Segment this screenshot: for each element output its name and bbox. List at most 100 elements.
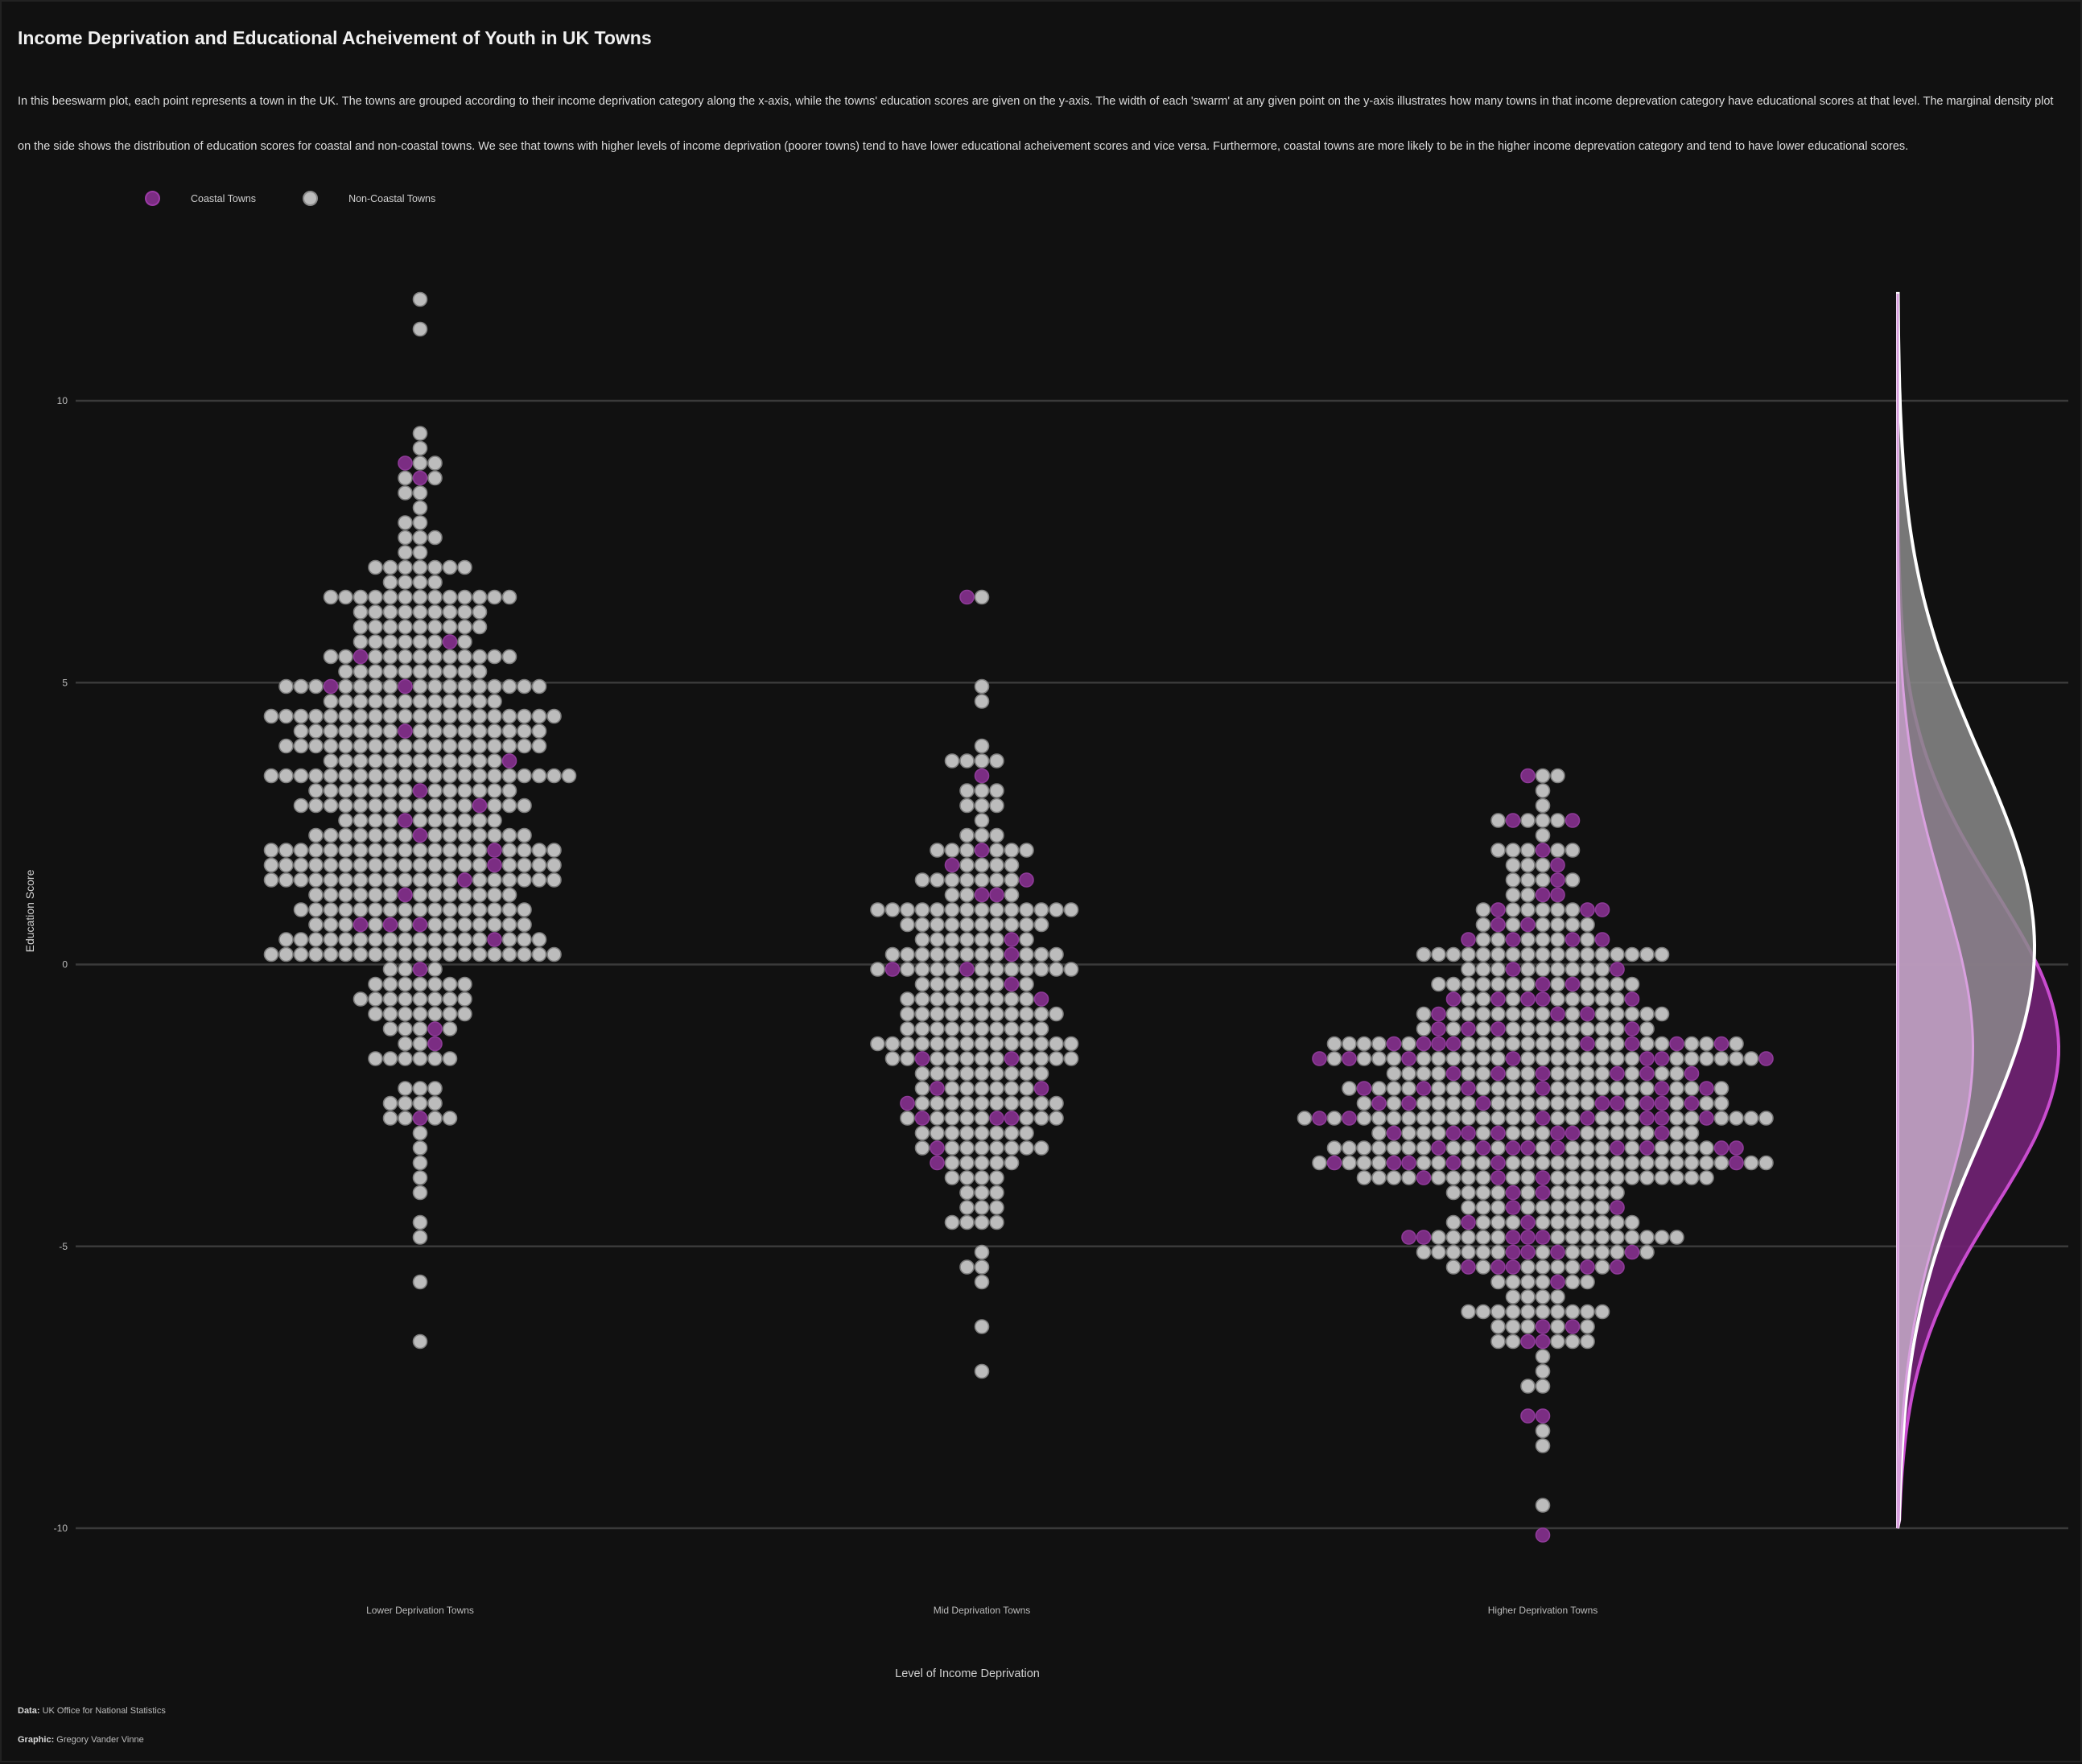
coastal-town-point — [1019, 872, 1034, 888]
noncoastal-town-point — [501, 887, 517, 903]
noncoastal-town-point — [1033, 946, 1049, 962]
coastal-town-point — [487, 857, 502, 873]
noncoastal-town-point — [1624, 1230, 1640, 1245]
coastal-town-point — [1580, 1259, 1595, 1275]
noncoastal-town-point — [308, 783, 324, 798]
noncoastal-town-point — [308, 902, 324, 917]
noncoastal-town-point — [457, 946, 472, 962]
noncoastal-town-point — [1386, 1081, 1402, 1096]
noncoastal-town-point — [412, 426, 428, 441]
noncoastal-town-point — [1550, 1200, 1565, 1215]
noncoastal-town-point — [1624, 976, 1640, 992]
noncoastal-town-point — [1535, 1140, 1551, 1156]
noncoastal-town-point — [427, 946, 443, 962]
noncoastal-town-point — [959, 857, 975, 873]
noncoastal-town-point — [1535, 1200, 1551, 1215]
noncoastal-town-point — [427, 932, 443, 947]
noncoastal-town-point — [1624, 1140, 1640, 1156]
noncoastal-town-point — [501, 738, 517, 754]
noncoastal-town-point — [1004, 1140, 1020, 1156]
noncoastal-town-point — [487, 694, 502, 709]
noncoastal-town-point — [368, 678, 383, 694]
noncoastal-town-point — [974, 1170, 990, 1185]
noncoastal-town-point — [989, 843, 1004, 858]
noncoastal-town-point — [1033, 1036, 1049, 1052]
coastal-town-point — [1654, 1125, 1670, 1141]
noncoastal-town-point — [1654, 946, 1670, 962]
noncoastal-town-point — [1594, 1170, 1610, 1185]
noncoastal-town-point — [323, 649, 339, 665]
noncoastal-town-point — [1713, 1095, 1730, 1111]
noncoastal-town-point — [1490, 1051, 1506, 1066]
noncoastal-town-point — [1535, 827, 1551, 843]
noncoastal-town-point — [1445, 976, 1462, 992]
noncoastal-town-point — [487, 917, 502, 933]
noncoastal-town-point — [517, 857, 532, 873]
noncoastal-town-point — [1550, 1185, 1565, 1201]
noncoastal-town-point — [278, 872, 294, 888]
noncoastal-town-point — [382, 843, 398, 858]
noncoastal-town-point — [989, 1185, 1004, 1201]
noncoastal-town-point — [472, 872, 488, 888]
noncoastal-town-point — [944, 872, 960, 888]
noncoastal-town-point — [1371, 1140, 1387, 1156]
noncoastal-town-point — [412, 440, 428, 456]
noncoastal-town-point — [1535, 783, 1551, 798]
noncoastal-town-point — [442, 991, 458, 1007]
noncoastal-town-point — [442, 932, 458, 947]
noncoastal-town-point — [1684, 1111, 1700, 1126]
noncoastal-town-point — [412, 1051, 428, 1066]
noncoastal-town-point — [368, 649, 383, 665]
coastal-town-point — [1431, 1021, 1446, 1037]
noncoastal-town-point — [1654, 1140, 1670, 1156]
noncoastal-town-point — [1004, 872, 1020, 888]
noncoastal-town-point — [501, 589, 517, 605]
noncoastal-town-point — [382, 962, 398, 977]
noncoastal-town-point — [427, 991, 443, 1007]
noncoastal-town-point — [1580, 1065, 1595, 1082]
coastal-town-point — [1594, 902, 1610, 917]
noncoastal-town-point — [382, 649, 398, 665]
noncoastal-town-point — [398, 649, 413, 665]
noncoastal-town-point — [338, 738, 353, 754]
noncoastal-town-point — [930, 917, 945, 933]
noncoastal-town-point — [1684, 1155, 1700, 1171]
noncoastal-town-point — [308, 678, 324, 694]
coastal-town-point — [1699, 1081, 1714, 1096]
noncoastal-town-point — [382, 589, 398, 605]
noncoastal-town-point — [1475, 1051, 1491, 1066]
noncoastal-town-point — [472, 887, 488, 903]
noncoastal-town-point — [278, 932, 294, 947]
noncoastal-town-point — [1416, 1051, 1432, 1066]
noncoastal-town-point — [427, 723, 443, 739]
noncoastal-town-point — [974, 946, 990, 962]
noncoastal-town-point — [1490, 946, 1506, 962]
noncoastal-town-point — [382, 723, 398, 739]
noncoastal-town-point — [472, 738, 488, 754]
coastal-town-point — [1445, 991, 1462, 1007]
noncoastal-town-point — [472, 604, 488, 620]
coastal-town-point — [1033, 1081, 1049, 1096]
noncoastal-town-point — [1490, 932, 1506, 947]
coastal-town-point — [398, 887, 413, 903]
noncoastal-town-point — [1580, 1333, 1595, 1350]
coastal-town-point — [1550, 887, 1565, 903]
noncoastal-town-point — [1580, 932, 1595, 947]
noncoastal-town-point — [487, 589, 502, 605]
noncoastal-town-point — [1669, 1095, 1684, 1111]
coastal-town-point — [974, 887, 990, 903]
noncoastal-town-point — [308, 872, 324, 888]
noncoastal-town-point — [1580, 1214, 1595, 1230]
noncoastal-town-point — [382, 738, 398, 754]
noncoastal-town-point — [1699, 1140, 1714, 1156]
noncoastal-town-point — [974, 1051, 990, 1066]
noncoastal-town-point — [1639, 1230, 1655, 1245]
noncoastal-town-point — [1033, 962, 1049, 977]
noncoastal-town-point — [472, 768, 488, 784]
coastal-town-point — [412, 783, 428, 798]
noncoastal-town-point — [1475, 1214, 1491, 1230]
noncoastal-town-point — [1550, 932, 1565, 947]
coastal-town-point — [1535, 1333, 1551, 1350]
legend-item-noncoastal: Non-Coastal Towns — [303, 191, 435, 206]
noncoastal-town-point — [1505, 991, 1521, 1007]
